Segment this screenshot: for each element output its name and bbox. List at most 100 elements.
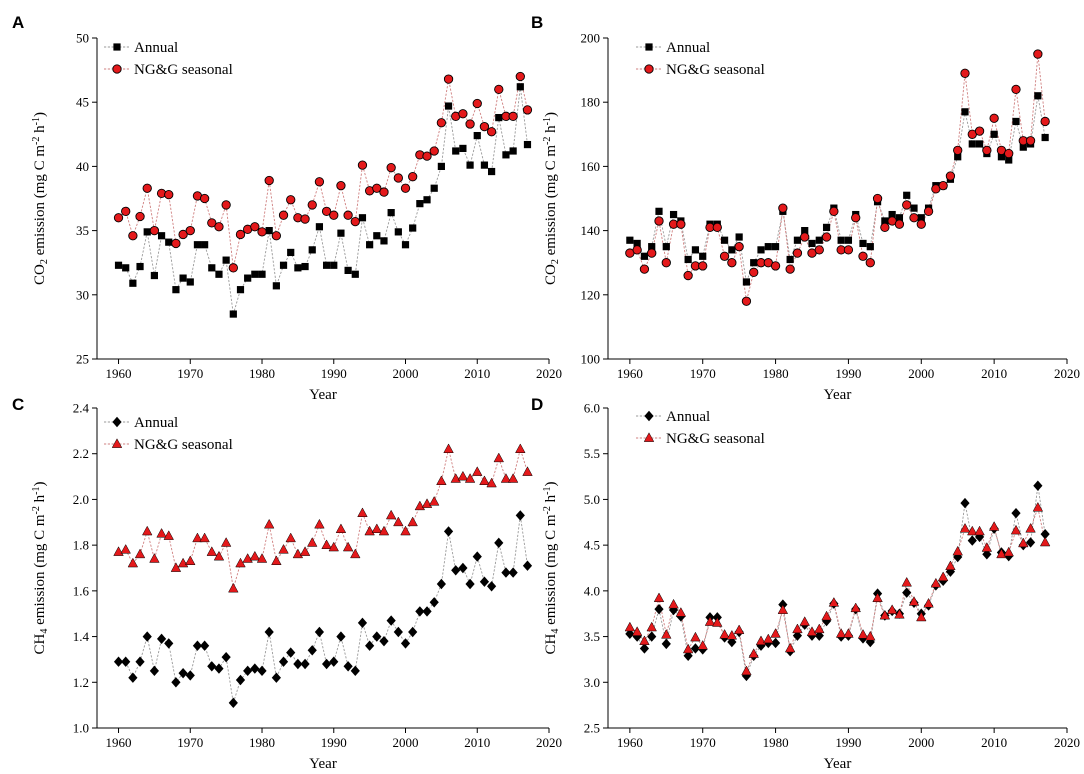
legend-marker-seasonal bbox=[112, 64, 122, 74]
y-axis-label-part: ) bbox=[543, 482, 559, 487]
annual-point bbox=[982, 549, 992, 560]
annual-point bbox=[228, 697, 238, 709]
seasonal-point bbox=[257, 227, 267, 237]
seasonal-point bbox=[271, 231, 282, 241]
annual-point bbox=[321, 658, 332, 670]
seasonal-point bbox=[220, 537, 232, 547]
y-tick-label: 6.0 bbox=[584, 401, 600, 416]
annual-point bbox=[720, 236, 729, 244]
legend-label: NG&G seasonal bbox=[666, 431, 765, 447]
annual-point bbox=[472, 551, 482, 562]
seasonal-point bbox=[886, 604, 898, 614]
annual-point bbox=[967, 535, 977, 546]
panel-label: B bbox=[531, 13, 543, 32]
seasonal-point bbox=[647, 248, 657, 258]
seasonal-point bbox=[142, 525, 153, 536]
seasonal-point bbox=[213, 550, 225, 561]
annual-point bbox=[793, 236, 802, 244]
annual-point bbox=[662, 243, 670, 251]
annual-point bbox=[429, 597, 439, 608]
seasonal-point bbox=[683, 270, 693, 281]
annual-point bbox=[415, 606, 425, 617]
x-tick-label: 1970 bbox=[177, 735, 203, 750]
series-markers-annual bbox=[114, 83, 532, 318]
seasonal-point bbox=[698, 261, 708, 271]
annual-point bbox=[229, 310, 237, 318]
annual-point bbox=[997, 153, 1006, 161]
annual-point bbox=[495, 114, 503, 122]
annual-point bbox=[902, 587, 912, 598]
seasonal-point bbox=[379, 187, 389, 197]
annual-point bbox=[669, 210, 678, 219]
panels: A 25 30 35 40 45 50 1960 1970 1980 1990 2000 2010 202… bbox=[12, 13, 1080, 772]
seasonal-point bbox=[632, 245, 642, 255]
y-tick-label: 50 bbox=[76, 31, 89, 46]
annual-point bbox=[917, 214, 925, 222]
seasonal-point bbox=[930, 577, 942, 588]
annual-point bbox=[301, 262, 309, 271]
annual-point bbox=[487, 581, 497, 592]
seasonal-point bbox=[307, 537, 318, 547]
seasonal-point bbox=[185, 225, 195, 236]
annual-point bbox=[300, 658, 310, 670]
annual-point bbox=[822, 223, 831, 231]
x-tick-label: 1970 bbox=[690, 366, 716, 381]
seasonal-point bbox=[393, 516, 404, 527]
annual-point bbox=[640, 252, 649, 260]
series-line-seasonal bbox=[118, 76, 528, 268]
seasonal-point bbox=[486, 127, 497, 137]
y-tick-label: 1.0 bbox=[73, 721, 89, 736]
seasonal-point bbox=[792, 248, 803, 258]
seasonal-point bbox=[407, 516, 418, 527]
seasonal-point bbox=[422, 151, 432, 161]
seasonal-point bbox=[676, 219, 686, 229]
annual-point bbox=[1012, 117, 1020, 126]
seasonal-point bbox=[286, 195, 296, 205]
legend: Annual NG&G seasonal bbox=[636, 40, 765, 78]
legend-marker-annual bbox=[113, 43, 121, 51]
seasonal-point bbox=[314, 177, 325, 187]
y-tick-label: 2.4 bbox=[73, 401, 90, 416]
x-tick-label: 1970 bbox=[690, 735, 716, 750]
annual-point bbox=[172, 286, 180, 294]
seasonal-point bbox=[235, 229, 246, 240]
annual-point bbox=[351, 270, 359, 278]
seasonal-point bbox=[755, 635, 767, 645]
seasonal-point bbox=[697, 639, 708, 650]
annual-point bbox=[654, 603, 664, 615]
annual-point bbox=[801, 227, 809, 235]
y-axis-label-part: 2 bbox=[39, 259, 50, 264]
annual-point bbox=[214, 663, 224, 674]
annual-point bbox=[264, 626, 274, 638]
x-axis-label: Year bbox=[309, 756, 337, 772]
y-axis-label-part: CH bbox=[543, 633, 559, 654]
x-tick-label: 1970 bbox=[177, 366, 203, 381]
y-tick-label: 1.2 bbox=[73, 675, 89, 690]
seasonal-point bbox=[857, 629, 869, 639]
annual-point bbox=[509, 147, 517, 155]
annual-point bbox=[386, 615, 396, 626]
annual-point bbox=[337, 229, 345, 237]
seasonal-point bbox=[872, 592, 883, 603]
y-axis-label-part: 2 bbox=[550, 259, 561, 264]
series-markers-annual bbox=[626, 92, 1049, 286]
seasonal-point bbox=[156, 527, 167, 538]
annual-point bbox=[185, 670, 195, 681]
seasonal-point bbox=[350, 548, 361, 559]
y-axis-label-part: -1 bbox=[31, 117, 42, 125]
annual-point bbox=[488, 167, 496, 176]
seasonal-point bbox=[256, 553, 268, 563]
annual-point bbox=[278, 656, 289, 667]
annual-point bbox=[257, 665, 267, 677]
seasonal-point bbox=[385, 509, 397, 520]
annual-point bbox=[366, 241, 374, 249]
annual-point bbox=[443, 526, 454, 537]
seasonal-point bbox=[457, 470, 469, 481]
annual-point bbox=[171, 677, 181, 688]
x-tick-label: 1990 bbox=[835, 735, 861, 750]
seasonal-point bbox=[748, 648, 759, 658]
annual-point bbox=[735, 233, 743, 241]
annual-point bbox=[508, 567, 518, 578]
annual-point bbox=[373, 232, 381, 240]
seasonal-point bbox=[770, 628, 781, 638]
